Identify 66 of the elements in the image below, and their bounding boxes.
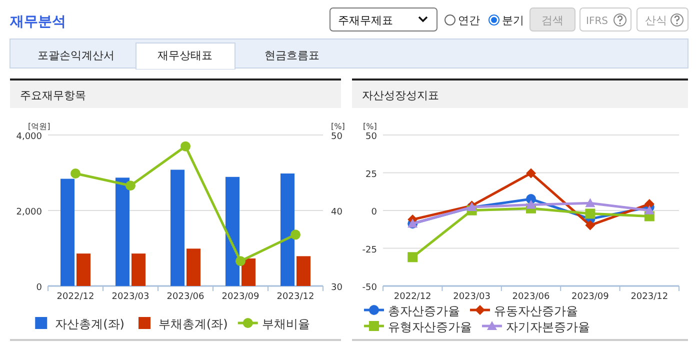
legend-label: 유동자산증가율 (494, 304, 578, 318)
point (408, 252, 418, 262)
bar (116, 178, 130, 286)
y-axis-title: [%] (363, 122, 377, 131)
y-tick-label: 2,000 (16, 208, 42, 218)
point (526, 168, 536, 178)
x-tick-label: 2022/12 (56, 292, 94, 302)
bar (186, 248, 200, 286)
text: 산식 (645, 14, 667, 27)
y-tick-label: 50 (366, 132, 378, 142)
y2-tick-label: 30 (331, 283, 343, 293)
point (180, 141, 190, 152)
x-tick-label: 2023/06 (512, 292, 550, 302)
text: 재무분석 (9, 14, 66, 30)
y-tick-label: 0 (36, 283, 42, 293)
y2-tick-label: 40 (331, 208, 343, 218)
x-tick-label: 2023/03 (453, 292, 490, 302)
text: 주재무제표 (338, 14, 393, 27)
y-axis-title: [억원] (28, 122, 50, 131)
bar (280, 174, 294, 286)
legend-label: 부채비율 (262, 317, 310, 331)
point (126, 180, 136, 191)
legend-label: 유형자산증가율 (388, 320, 472, 334)
legend-label: 자기자본증가율 (506, 320, 590, 334)
legend-label: 총자산증가율 (388, 304, 460, 318)
point (644, 199, 654, 210)
bar (242, 258, 256, 286)
x-tick-label: 2023/12 (630, 292, 668, 302)
legend-label: 자산총계(좌) (55, 317, 124, 331)
x-tick-label: 2023/09 (222, 292, 260, 302)
x-tick-label: 2023/06 (166, 292, 204, 302)
text: IFRS (586, 16, 608, 27)
bar (132, 254, 146, 286)
x-tick-label: 2023/03 (112, 292, 150, 302)
text: 포괄손익계산서 (38, 49, 114, 62)
point (236, 256, 246, 266)
bar (60, 178, 74, 286)
chart-title: 주요재무항목 (20, 89, 86, 102)
point (70, 168, 80, 179)
y-tick-label: -25 (362, 245, 377, 256)
text: 현금흐름표 (264, 49, 320, 62)
x-tick-label: 2022/12 (394, 292, 432, 302)
bar (170, 170, 184, 286)
text: 연간 (458, 14, 480, 27)
y2-tick-label: 50 (331, 132, 343, 142)
point (585, 208, 596, 219)
y2-axis-title: [%] (331, 122, 345, 131)
y-tick-label: 25 (366, 170, 377, 180)
y-tick-label: 4,000 (16, 132, 42, 142)
bar (296, 256, 310, 286)
y-tick-label: -50 (362, 283, 378, 293)
x-tick-label: 2023/09 (572, 292, 610, 302)
chart-title: 자산성장성지표 (362, 89, 439, 102)
point (585, 198, 596, 208)
text: 검색 (542, 14, 564, 27)
point (644, 205, 654, 214)
bar (226, 176, 240, 286)
y-tick-label: 0 (371, 208, 378, 218)
legend-label: 부채총계(좌) (158, 317, 228, 331)
point (290, 230, 300, 240)
text: 분기 (502, 14, 524, 27)
point (526, 200, 536, 209)
x-tick-label: 2023/12 (276, 292, 314, 302)
bar (76, 254, 90, 286)
text: 재무상태표 (158, 49, 212, 62)
point (585, 220, 596, 230)
